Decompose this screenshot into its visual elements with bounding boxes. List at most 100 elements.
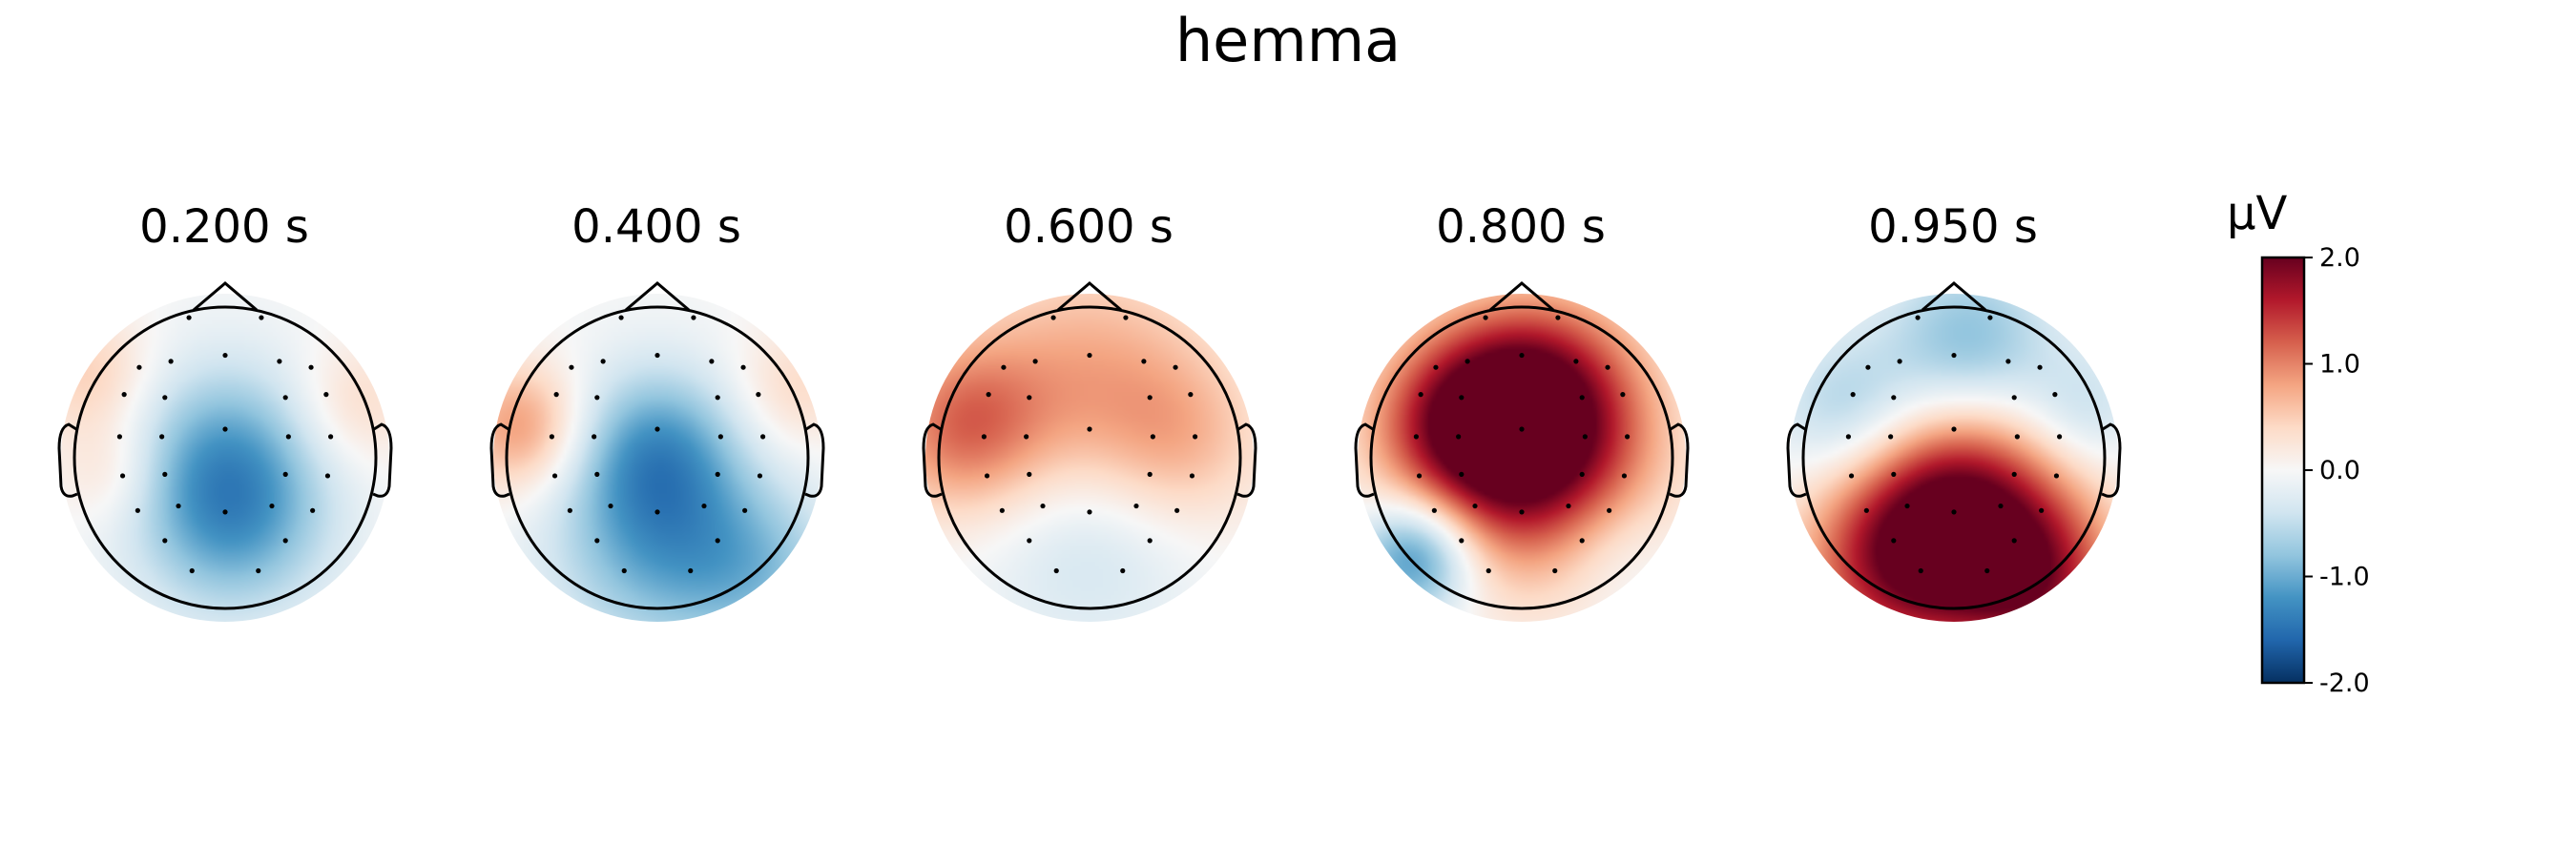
sensor-marker — [1087, 352, 1092, 359]
sensor-marker — [1024, 434, 1029, 440]
sensor-marker — [1027, 471, 1032, 477]
left-ear-outline — [1786, 422, 1807, 498]
sensor-marker — [986, 392, 991, 398]
sensor-marker — [1891, 471, 1897, 477]
topomap-0 — [57, 281, 393, 622]
topomap-title-0: 0.200 s — [139, 200, 309, 254]
sensor-marker — [2053, 473, 2060, 479]
sensor-marker — [1519, 352, 1525, 359]
topomap-4 — [1786, 281, 2122, 622]
sensor-marker — [1123, 315, 1129, 320]
sensor-marker — [168, 359, 174, 364]
sensor-marker — [1032, 359, 1038, 364]
sensor-marker — [1173, 364, 1178, 370]
sensor-marker — [740, 364, 746, 370]
sensor-marker — [1579, 471, 1585, 477]
topomap-title-1: 0.400 s — [571, 200, 741, 254]
sensor-marker — [1625, 434, 1631, 440]
sensor-marker — [310, 507, 316, 513]
sensor-marker — [688, 567, 694, 574]
sensor-marker — [717, 434, 723, 440]
sensor-marker — [2057, 434, 2063, 440]
topomap-panels — [57, 281, 2122, 622]
sensor-marker — [222, 352, 228, 359]
sensor-marker — [567, 507, 572, 513]
sensor-marker — [189, 567, 195, 574]
sensor-marker — [1485, 567, 1491, 574]
sensor-marker — [1951, 426, 1957, 432]
sensor-marker — [1147, 395, 1153, 401]
left-ear-outline — [489, 422, 510, 498]
sensor-marker — [1050, 315, 1056, 320]
sensor-marker — [1483, 315, 1488, 320]
sensor-marker — [709, 359, 715, 364]
sensor-marker — [1150, 434, 1155, 440]
sensor-marker — [1605, 364, 1610, 370]
right-ear-outline — [372, 422, 393, 498]
sensor-marker — [1040, 503, 1046, 509]
sensor-marker — [1053, 567, 1059, 574]
sensor-marker — [592, 434, 597, 440]
sensor-marker — [259, 315, 264, 320]
sensor-marker — [186, 315, 192, 320]
sensor-marker — [1087, 509, 1092, 515]
sensor-marker — [1189, 473, 1195, 479]
colorbar-tick-label: -1.0 — [2319, 563, 2370, 592]
topomap-title-3: 0.800 s — [1436, 200, 1606, 254]
head-outline — [1369, 305, 1674, 610]
sensor-marker — [119, 473, 126, 479]
sensor-marker — [1951, 509, 1957, 515]
sensor-marker — [549, 434, 555, 440]
nose-outline — [625, 281, 690, 312]
sensor-marker — [2039, 507, 2045, 513]
sensor-marker — [1573, 359, 1579, 364]
sensor-marker — [1984, 567, 1990, 574]
sensor-marker — [715, 471, 720, 477]
sensor-marker — [323, 392, 329, 398]
sensor-marker — [162, 471, 168, 477]
sensor-marker — [1465, 359, 1470, 364]
sensor-marker — [1850, 392, 1856, 398]
sensor-marker — [1555, 315, 1561, 320]
topomap-title-4: 0.950 s — [1868, 200, 2038, 254]
colorbar-tick-label: 2.0 — [2319, 243, 2360, 273]
sensor-marker — [176, 503, 181, 509]
sensor-marker — [277, 359, 282, 364]
sensor-marker — [1582, 434, 1588, 440]
sensor-marker — [282, 395, 288, 401]
head-outline — [73, 305, 378, 610]
topomap-field-1 — [493, 294, 821, 622]
nose-outline — [1057, 281, 1122, 312]
head-outline — [505, 305, 810, 610]
topomap-field-4 — [1790, 294, 2118, 622]
sensor-marker — [1845, 434, 1851, 440]
sensor-marker — [1120, 567, 1126, 574]
right-ear-outline — [2101, 422, 2122, 498]
sensor-marker — [1552, 567, 1558, 574]
colorbar-tick-label: 1.0 — [2319, 350, 2360, 380]
sensor-marker — [1027, 538, 1032, 544]
sensor-marker — [1904, 503, 1910, 509]
colorbar-unit-label: µV — [2227, 187, 2288, 240]
sensor-marker — [1519, 426, 1525, 432]
sensor-marker — [999, 507, 1005, 513]
sensor-marker — [608, 503, 613, 509]
sensor-marker — [594, 395, 600, 401]
sensor-marker — [269, 503, 275, 509]
sensor-marker — [282, 538, 288, 544]
sensor-marker — [136, 364, 142, 370]
sensor-marker — [328, 434, 334, 440]
sensor-marker — [1566, 503, 1571, 509]
sensor-marker — [981, 434, 987, 440]
topomap-field-2 — [925, 294, 1254, 622]
left-ear-outline — [1354, 422, 1375, 498]
sensor-marker — [1848, 473, 1855, 479]
sensor-marker — [2011, 538, 2017, 544]
colorbar-gradient — [2260, 256, 2306, 685]
sensor-marker — [121, 392, 127, 398]
sensor-marker — [1413, 434, 1419, 440]
topomap-title-2: 0.600 s — [1004, 200, 1174, 254]
sensor-marker — [1620, 392, 1626, 398]
sensor-marker — [159, 434, 165, 440]
